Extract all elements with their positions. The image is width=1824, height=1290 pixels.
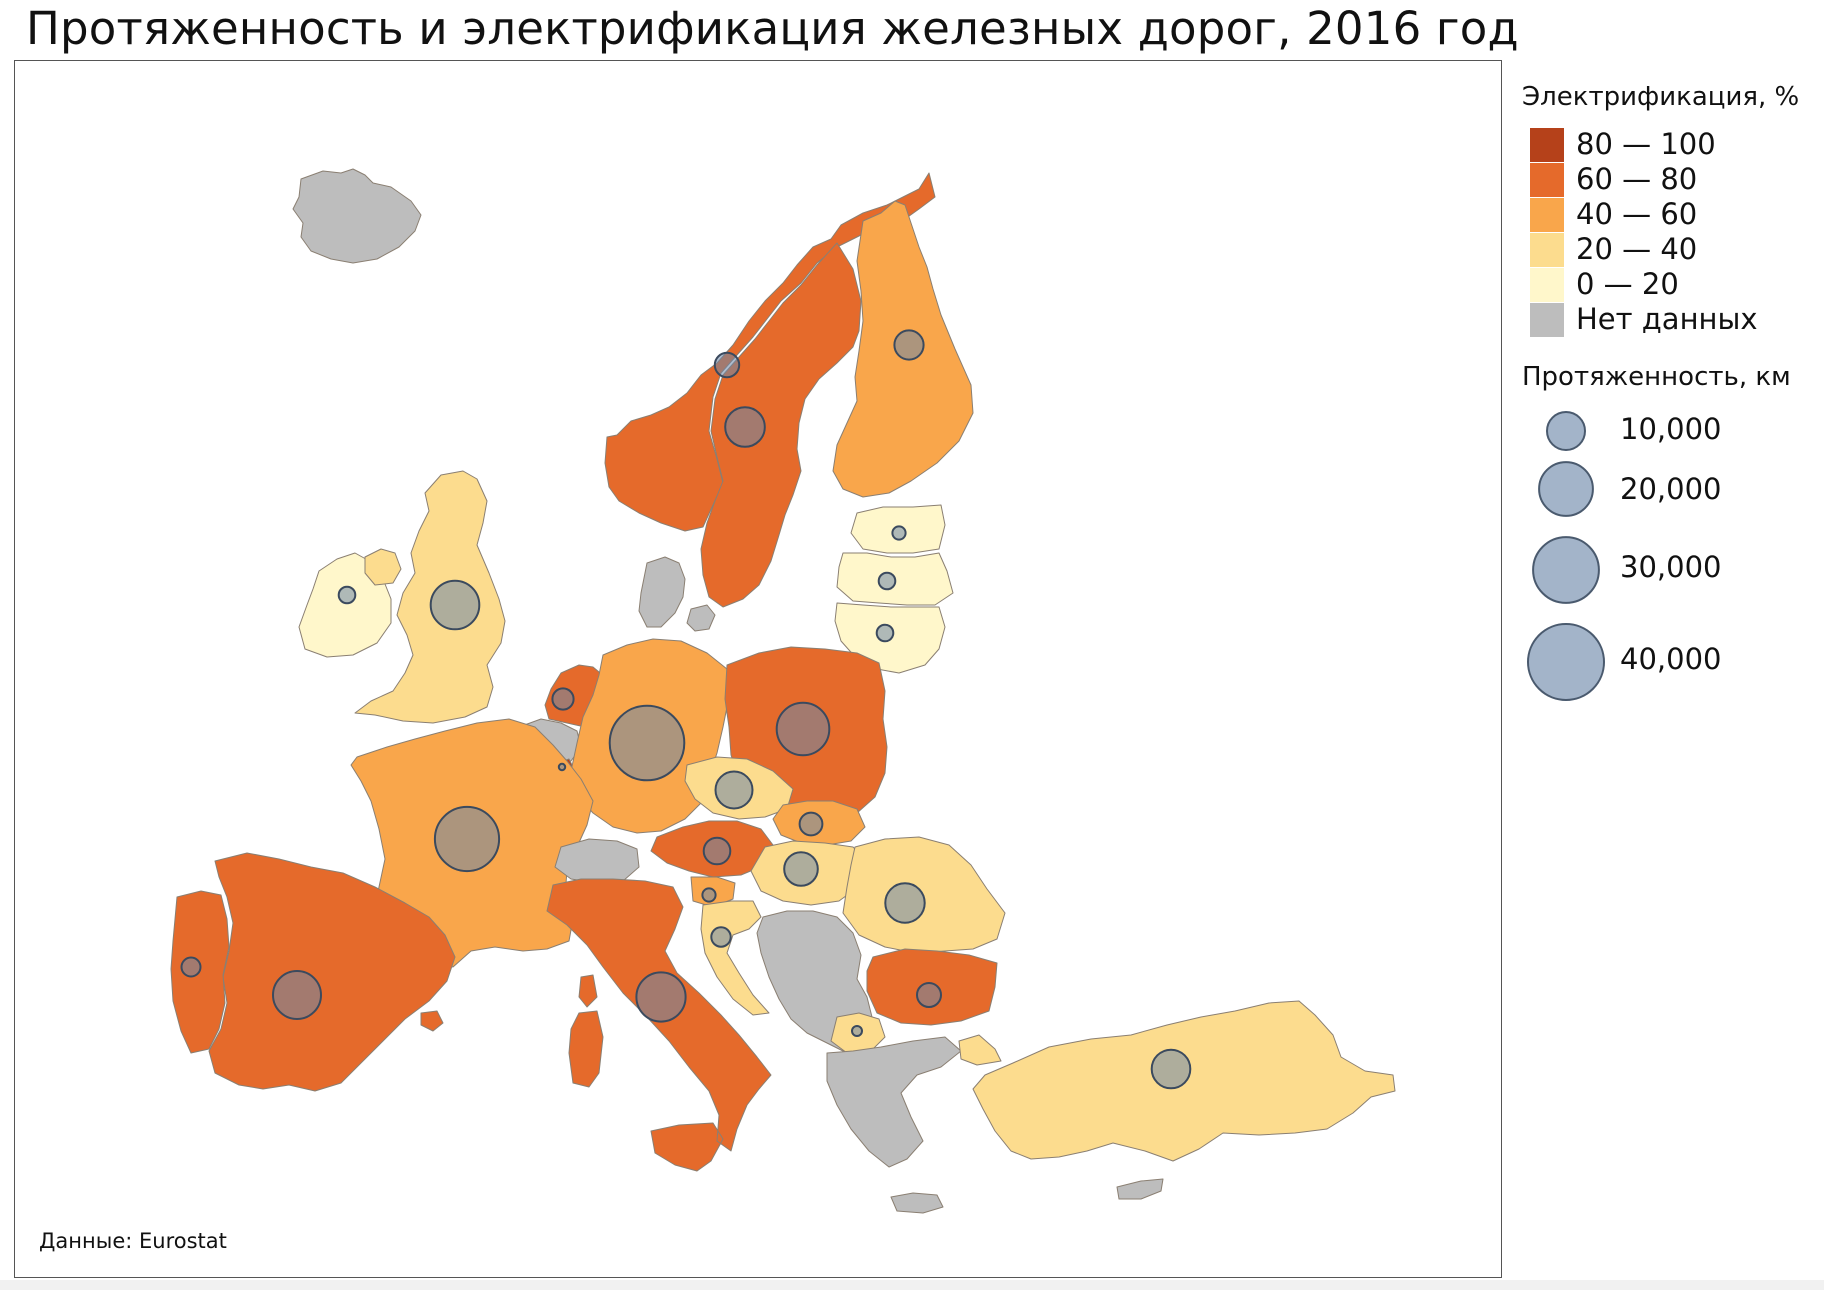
bubble-layer	[180, 329, 1192, 1090]
legend-label: 80 — 100	[1576, 127, 1716, 161]
legend-size-label-40000: 40,000	[1620, 642, 1722, 676]
region-greece	[826, 1036, 962, 1214]
length-bubble-netherlands	[551, 687, 575, 711]
europe-map	[170, 168, 1396, 1214]
legend-swatch	[1530, 198, 1564, 232]
length-bubble-germany	[608, 704, 686, 782]
length-bubble-poland	[775, 701, 831, 757]
legend-swatch	[1530, 233, 1564, 267]
legend-length-title: Протяженность, км	[1522, 362, 1791, 392]
region-norway	[604, 172, 936, 532]
length-bubble-france	[433, 805, 501, 873]
length-bubble-lithuania	[875, 623, 895, 643]
length-bubble-portugal	[180, 956, 202, 978]
length-bubble-hungary	[783, 851, 819, 887]
region-cyprus	[1116, 1178, 1164, 1200]
legend-label: 60 — 80	[1576, 162, 1698, 196]
region-italy	[546, 878, 772, 1172]
length-bubble-finland	[893, 329, 925, 361]
legend-size-label-20000: 20,000	[1620, 472, 1722, 506]
legend-swatch	[1530, 128, 1564, 162]
length-bubble-romania	[884, 882, 926, 924]
legend-swatch	[1530, 268, 1564, 302]
region-croatia	[700, 900, 770, 1016]
length-bubble-united-kingdom	[429, 579, 481, 631]
length-bubble-italy	[635, 971, 687, 1023]
region-switzerland	[554, 838, 640, 884]
length-bubble-turkey	[1150, 1048, 1192, 1090]
legend: Электрификация, % 80 — 100 60 — 80 40 — …	[1516, 80, 1816, 720]
map-title: Протяженность и электрификация железных …	[26, 2, 1519, 55]
legend-size-label-30000: 30,000	[1620, 550, 1722, 584]
region-northern-ireland	[364, 548, 402, 586]
region-iceland	[292, 168, 422, 264]
legend-bubble-scale	[1527, 411, 1605, 701]
region-sweden	[700, 242, 862, 608]
country-layer	[170, 168, 1396, 1214]
length-bubble-slovenia	[701, 887, 717, 903]
legend-label: 0 — 20	[1576, 267, 1679, 301]
length-bubble-slovakia	[798, 811, 824, 837]
legend-label: 40 — 60	[1576, 197, 1698, 231]
length-bubble-sweden	[724, 406, 766, 448]
length-bubble-spain	[272, 970, 322, 1020]
length-bubble-bulgaria	[916, 982, 942, 1008]
length-bubble-luxembourg	[557, 762, 567, 772]
length-bubble-ireland	[337, 585, 357, 605]
legend-size-circle-30000	[1532, 536, 1600, 604]
legend-label: Нет данных	[1576, 302, 1758, 336]
length-bubble-austria	[702, 836, 732, 866]
length-bubble-north-macedonia	[851, 1025, 863, 1037]
legend-swatch	[1530, 303, 1564, 337]
legend-size-label-10000: 10,000	[1620, 412, 1722, 446]
legend-size-circle-20000	[1538, 461, 1594, 517]
length-bubble-norway	[713, 351, 741, 379]
region-denmark	[638, 556, 716, 632]
region-united-kingdom	[354, 470, 506, 724]
legend-swatch	[1530, 163, 1564, 197]
length-bubble-latvia	[877, 571, 897, 591]
source-note: Данные: Eurostat	[39, 1229, 227, 1253]
map-frame: Данные: Eurostat	[14, 60, 1502, 1278]
bottom-band	[0, 1280, 1824, 1290]
legend-electrification-title: Электрификация, %	[1522, 82, 1800, 112]
length-bubble-croatia	[710, 926, 732, 948]
region-ireland	[298, 552, 392, 658]
length-bubble-czechia	[714, 770, 754, 810]
legend-label: 20 — 40	[1576, 232, 1698, 266]
legend-size-circle-40000	[1527, 623, 1605, 701]
legend-size-circle-10000	[1546, 411, 1586, 451]
length-bubble-estonia	[891, 525, 907, 541]
